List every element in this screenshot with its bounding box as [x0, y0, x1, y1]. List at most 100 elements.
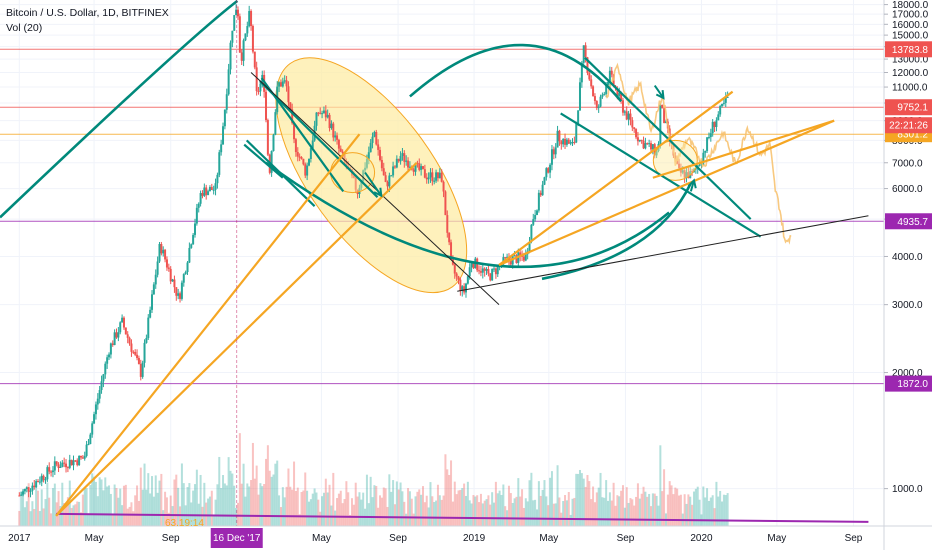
trend-line: [250, 72, 500, 306]
volume-bar: [128, 506, 131, 526]
candle-body: [440, 172, 443, 182]
volume-indicator-label[interactable]: Vol (20): [6, 22, 43, 34]
candle-body: [638, 139, 641, 142]
volume-bar: [358, 492, 361, 526]
volume-bar: [549, 477, 552, 526]
volume-bar: [625, 487, 628, 526]
candle-body: [195, 207, 198, 224]
candle-body: [664, 121, 667, 124]
volume-bar: [309, 499, 312, 526]
candle-body: [635, 129, 638, 138]
candle-body: [328, 114, 331, 129]
volume-bar: [281, 487, 284, 526]
candle-body: [461, 286, 464, 291]
volume-bar: [674, 487, 677, 526]
candle-body: [593, 96, 596, 101]
volume-bar: [595, 492, 598, 526]
price-badges: 13783.8 9752.1 8301.2 4935.7 1872.0 22:21:26: [885, 41, 932, 392]
candle-body: [651, 144, 654, 150]
trend-line: [243, 143, 284, 179]
volume-bar: [470, 503, 473, 526]
volume-bar: [332, 472, 335, 526]
volume-bar: [37, 490, 40, 526]
candle-body: [278, 82, 281, 87]
candle-body: [685, 172, 688, 178]
volume-bar: [235, 508, 238, 526]
candle-body: [296, 152, 299, 157]
candle-body: [302, 158, 305, 165]
candle-body: [177, 293, 180, 296]
candle-body: [171, 279, 174, 282]
candle-body: [573, 142, 576, 144]
volume-bar: [687, 494, 690, 526]
candle-body: [154, 274, 157, 285]
volume-bar: [324, 478, 327, 526]
candle-body: [522, 256, 525, 261]
candle-body: [450, 242, 453, 260]
candle-body: [444, 191, 447, 216]
candle-body: [603, 93, 606, 95]
volume-bar: [205, 502, 208, 526]
volume-bar: [274, 463, 277, 526]
volume-bar: [238, 433, 241, 526]
volume-bar: [672, 494, 675, 526]
candle-body: [704, 150, 707, 153]
candle-body: [623, 111, 626, 113]
volume-bar: [569, 514, 572, 526]
volume-bar: [27, 483, 30, 526]
volume-bar: [263, 484, 266, 526]
volume-bar: [106, 486, 109, 526]
volume-bar: [122, 485, 125, 526]
volume-bar: [593, 502, 596, 526]
price-badge-label: 9752.1: [897, 103, 928, 114]
volume-bar: [278, 495, 281, 526]
volume-bar: [577, 473, 580, 526]
candle-body: [521, 255, 524, 257]
candle-body: [547, 168, 550, 173]
candle-body: [493, 268, 496, 270]
trend-line: [245, 139, 316, 208]
candle-body: [122, 317, 125, 328]
volume-bar: [248, 486, 251, 526]
chart-title[interactable]: Bitcoin / U.S. Dollar, 1D, BITFINEX: [6, 7, 169, 19]
candle-body: [384, 175, 387, 182]
volume-bar: [696, 486, 699, 526]
volume-bar: [18, 510, 21, 526]
candle-body: [595, 100, 598, 109]
volume-bar: [509, 493, 512, 526]
candle-body: [418, 163, 421, 170]
volume-bar: [550, 471, 553, 526]
candle-body: [339, 148, 342, 152]
candle-body: [719, 106, 722, 115]
volume-bar: [676, 488, 679, 526]
candle-body: [560, 141, 563, 145]
volume-bar: [464, 495, 467, 526]
volume-bar: [341, 503, 344, 526]
volume-bar: [367, 503, 370, 526]
candle-body: [362, 170, 365, 182]
volume-bar: [489, 504, 492, 526]
volume-bar: [534, 499, 537, 526]
candle-body: [399, 155, 402, 162]
y-tick-label: 2000.0: [892, 368, 923, 379]
volume-bar: [199, 474, 202, 526]
volume-bar: [504, 506, 507, 526]
candle-body: [421, 166, 424, 170]
volume-bar: [152, 496, 155, 526]
candle-body: [405, 160, 408, 162]
candle-body: [448, 232, 451, 243]
volume-bar: [145, 489, 148, 526]
candle-body: [571, 142, 574, 144]
candle-body: [79, 455, 82, 458]
candle-body: [532, 219, 535, 225]
volume-bar: [177, 487, 180, 526]
volume-bar: [220, 488, 223, 526]
price-badge-label: 4935.7: [897, 217, 928, 228]
crosshair-date-badge: [210, 528, 263, 548]
candle-body: [218, 152, 221, 175]
volume-bar: [610, 500, 613, 526]
volume-bar: [100, 479, 103, 526]
candle-body: [407, 160, 410, 168]
volume-bar: [629, 498, 632, 526]
